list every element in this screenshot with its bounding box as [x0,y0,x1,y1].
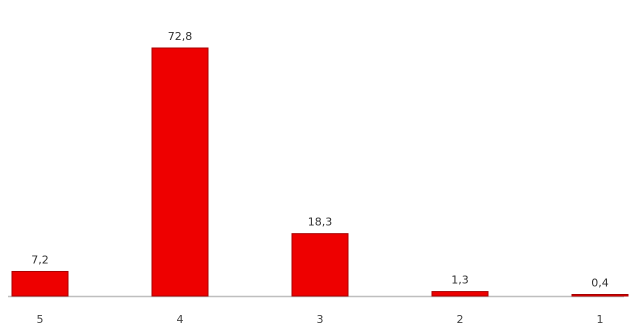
bar-3 [291,233,349,297]
bar-4 [151,47,209,297]
bar-1 [571,294,629,297]
value-label-4: 72,8 [168,30,193,43]
category-label-group: 5 4 3 2 1 [37,313,604,326]
category-label-1: 1 [597,313,604,326]
value-label-3: 18,3 [308,216,333,229]
value-label-2: 1,3 [451,274,469,287]
bar-group [11,47,629,297]
bar-5 [11,270,69,297]
value-label-1: 0,4 [591,277,609,290]
category-label-3: 3 [317,313,324,326]
category-label-2: 2 [457,313,464,326]
category-label-4: 4 [177,313,184,326]
value-label-group: 7,2 72,8 18,3 1,3 0,4 [31,30,609,290]
value-label-5: 7,2 [31,253,49,266]
category-label-5: 5 [37,313,44,326]
bar-2 [431,291,489,297]
